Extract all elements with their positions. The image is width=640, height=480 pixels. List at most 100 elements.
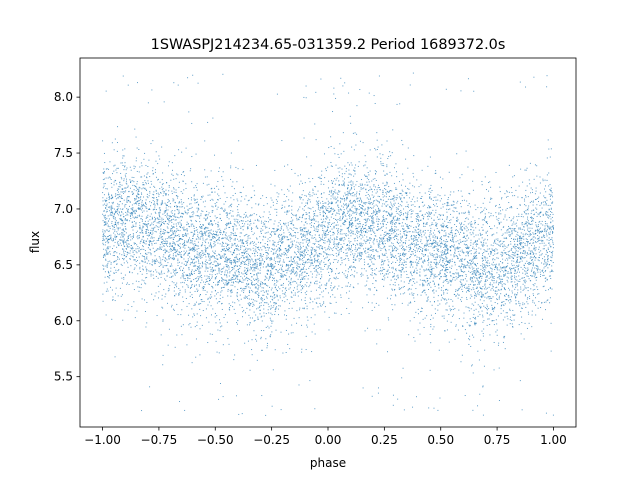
data-point <box>408 302 410 304</box>
data-point <box>413 240 415 242</box>
data-point <box>346 208 348 210</box>
data-point <box>198 203 200 205</box>
data-point <box>236 245 237 247</box>
data-point <box>127 252 129 254</box>
data-point <box>541 202 543 204</box>
data-point <box>453 273 455 275</box>
data-point <box>228 235 230 237</box>
data-point <box>456 216 458 218</box>
data-point <box>211 333 213 335</box>
data-point <box>300 226 302 228</box>
data-point <box>302 239 304 241</box>
data-point <box>328 223 330 225</box>
data-point <box>329 247 331 249</box>
data-point <box>372 257 374 259</box>
data-point <box>504 288 506 290</box>
data-point <box>197 276 199 278</box>
data-point <box>508 294 510 296</box>
data-point <box>251 227 253 229</box>
data-point <box>449 208 451 210</box>
data-point <box>216 217 218 219</box>
data-point <box>281 208 283 210</box>
data-point <box>238 224 240 226</box>
data-point <box>378 242 380 244</box>
data-point <box>514 314 516 316</box>
data-point <box>136 147 138 149</box>
data-point <box>445 261 447 263</box>
data-point <box>442 265 444 267</box>
data-point <box>154 218 156 220</box>
data-point <box>155 151 157 153</box>
data-point <box>246 240 248 242</box>
data-point <box>529 233 531 235</box>
data-point <box>242 217 244 219</box>
data-point <box>282 236 284 238</box>
data-point <box>338 191 340 193</box>
data-point <box>185 212 187 214</box>
data-point <box>529 183 531 185</box>
data-point <box>244 260 246 262</box>
data-point <box>242 242 244 244</box>
data-point <box>343 237 345 239</box>
data-point <box>452 300 454 302</box>
data-point <box>459 280 461 282</box>
data-point <box>218 225 220 227</box>
data-point <box>286 236 288 238</box>
data-point <box>357 244 359 246</box>
data-point <box>143 255 145 257</box>
data-point <box>458 274 460 276</box>
data-point <box>273 302 275 304</box>
data-point <box>426 242 428 244</box>
data-point <box>400 192 402 194</box>
data-point <box>303 231 305 233</box>
data-point <box>309 284 311 286</box>
data-point <box>550 187 552 189</box>
data-point <box>481 226 483 228</box>
data-point <box>284 288 286 290</box>
data-point <box>178 251 180 253</box>
data-point <box>326 234 328 236</box>
data-point <box>304 251 306 253</box>
data-point <box>232 277 234 279</box>
data-point <box>413 278 415 280</box>
data-point <box>489 272 491 274</box>
data-point <box>241 290 243 292</box>
data-point <box>120 239 122 241</box>
data-point <box>333 209 335 211</box>
data-point <box>173 259 175 261</box>
data-point <box>122 241 124 243</box>
data-point <box>420 294 422 296</box>
data-point <box>421 261 423 263</box>
data-point <box>457 276 459 278</box>
data-point <box>324 284 326 286</box>
data-point <box>360 258 362 260</box>
data-point <box>541 240 543 242</box>
data-point <box>333 231 335 233</box>
data-point <box>309 233 311 235</box>
data-point <box>135 280 137 282</box>
data-point <box>145 207 147 209</box>
data-point <box>115 222 117 224</box>
data-point <box>484 266 486 268</box>
data-point <box>511 207 513 209</box>
data-point <box>281 237 283 239</box>
data-point <box>432 224 434 225</box>
data-point <box>352 204 354 206</box>
data-point <box>236 254 238 256</box>
data-point <box>173 199 175 201</box>
data-point <box>224 274 226 276</box>
data-point <box>215 223 217 225</box>
data-point <box>488 190 490 192</box>
data-point <box>162 266 164 268</box>
data-point <box>522 181 524 183</box>
data-point <box>371 217 373 219</box>
data-point <box>383 170 385 172</box>
data-point <box>342 216 344 218</box>
data-point <box>286 225 288 227</box>
data-point <box>515 262 517 264</box>
data-point <box>460 279 462 281</box>
data-point <box>118 204 120 206</box>
data-point <box>280 273 282 275</box>
data-point <box>518 213 520 215</box>
data-point <box>433 239 435 241</box>
